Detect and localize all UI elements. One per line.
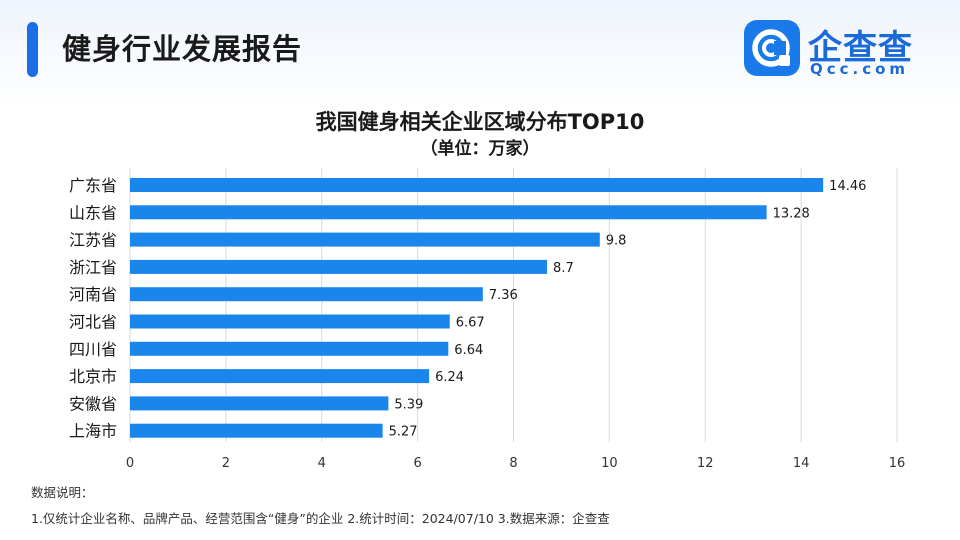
title-accent-bar (27, 22, 38, 77)
category-label: 北京市 (69, 367, 117, 386)
bar (130, 423, 383, 438)
bar (130, 314, 450, 329)
x-tick-label: 12 (697, 456, 714, 471)
value-label: 6.24 (435, 370, 464, 385)
chart-title: 我国健身相关企业区域分布TOP10 (315, 110, 645, 134)
value-label: 5.39 (394, 397, 423, 412)
x-tick-label: 14 (793, 456, 810, 471)
value-label: 13.28 (773, 206, 810, 221)
category-label: 河北省 (69, 313, 117, 332)
category-label: 四川省 (69, 340, 117, 359)
logo-name: 企查查 (808, 28, 913, 68)
bar (130, 369, 430, 384)
category-label: 河南省 (69, 285, 117, 304)
bar (130, 287, 483, 302)
value-label: 5.27 (389, 425, 418, 440)
category-label: 广东省 (69, 176, 117, 195)
logo-domain: Qcc.com (810, 60, 910, 78)
category-label: 安徽省 (69, 394, 117, 413)
x-tick-label: 16 (889, 456, 906, 471)
x-tick-label: 4 (318, 456, 326, 471)
value-label: 9.8 (606, 234, 627, 249)
header-background (0, 0, 960, 110)
value-label: 6.67 (456, 316, 485, 331)
category-label: 上海市 (69, 422, 117, 441)
value-label: 8.7 (553, 261, 574, 276)
bar (130, 396, 389, 411)
x-tick-label: 6 (413, 456, 421, 471)
bar (130, 232, 600, 247)
qcc-logo-icon (744, 20, 800, 76)
bar (130, 259, 548, 274)
category-label: 山东省 (69, 203, 117, 222)
x-tick-label: 8 (509, 456, 517, 471)
notes-text: 1.仅统计企业名称、品牌产品、经营范围含“健身”的企业 2.统计时间：2024/… (31, 511, 610, 526)
x-tick-label: 10 (601, 456, 618, 471)
category-label: 浙江省 (69, 258, 117, 277)
bar (130, 178, 824, 192)
x-tick-label: 2 (222, 456, 230, 471)
bar (130, 205, 767, 220)
value-label: 7.36 (489, 288, 518, 303)
value-label: 6.64 (454, 343, 483, 358)
bar-chart: 0 2 4 6 8 10 12 14 16 广东省 14.46 山东省 13.28 江苏省 9.8 浙江省 8.… (69, 168, 906, 471)
x-tick-label: 0 (126, 456, 134, 471)
category-label: 江苏省 (69, 231, 117, 250)
chart-subtitle: （单位：万家） (420, 139, 540, 159)
value-label: 14.46 (829, 179, 866, 194)
brand-logo: 企查查 Qcc.com (744, 20, 934, 80)
notes-label: 数据说明： (31, 485, 94, 500)
page-title: 健身行业发展报告 (62, 32, 303, 66)
bar (130, 341, 449, 356)
